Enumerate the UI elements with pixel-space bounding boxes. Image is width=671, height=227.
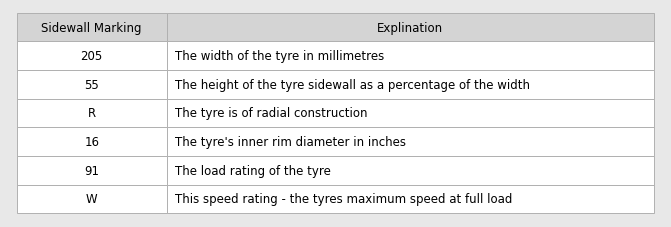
- Text: This speed rating - the tyres maximum speed at full load: This speed rating - the tyres maximum sp…: [174, 193, 512, 206]
- Bar: [17, 128, 166, 156]
- Bar: [166, 71, 654, 99]
- Bar: [166, 42, 654, 71]
- Text: 91: 91: [84, 164, 99, 177]
- Text: R: R: [88, 107, 96, 120]
- Text: The height of the tyre sidewall as a percentage of the width: The height of the tyre sidewall as a per…: [174, 79, 529, 91]
- Bar: [166, 99, 654, 128]
- Bar: [17, 71, 166, 99]
- Bar: [166, 128, 654, 156]
- Text: 205: 205: [81, 50, 103, 63]
- Text: The tyre's inner rim diameter in inches: The tyre's inner rim diameter in inches: [174, 136, 406, 148]
- Bar: [17, 99, 166, 128]
- Text: 55: 55: [85, 79, 99, 91]
- Bar: [17, 42, 166, 71]
- Text: 16: 16: [84, 136, 99, 148]
- Bar: [17, 185, 166, 213]
- Text: The load rating of the tyre: The load rating of the tyre: [174, 164, 331, 177]
- Text: Explination: Explination: [377, 21, 444, 34]
- Bar: [17, 14, 166, 42]
- Text: The tyre is of radial construction: The tyre is of radial construction: [174, 107, 367, 120]
- Bar: [166, 14, 654, 42]
- Text: Sidewall Marking: Sidewall Marking: [42, 21, 142, 34]
- Text: W: W: [86, 193, 97, 206]
- Bar: [17, 156, 166, 185]
- Bar: [166, 156, 654, 185]
- Text: The width of the tyre in millimetres: The width of the tyre in millimetres: [174, 50, 384, 63]
- Bar: [166, 185, 654, 213]
